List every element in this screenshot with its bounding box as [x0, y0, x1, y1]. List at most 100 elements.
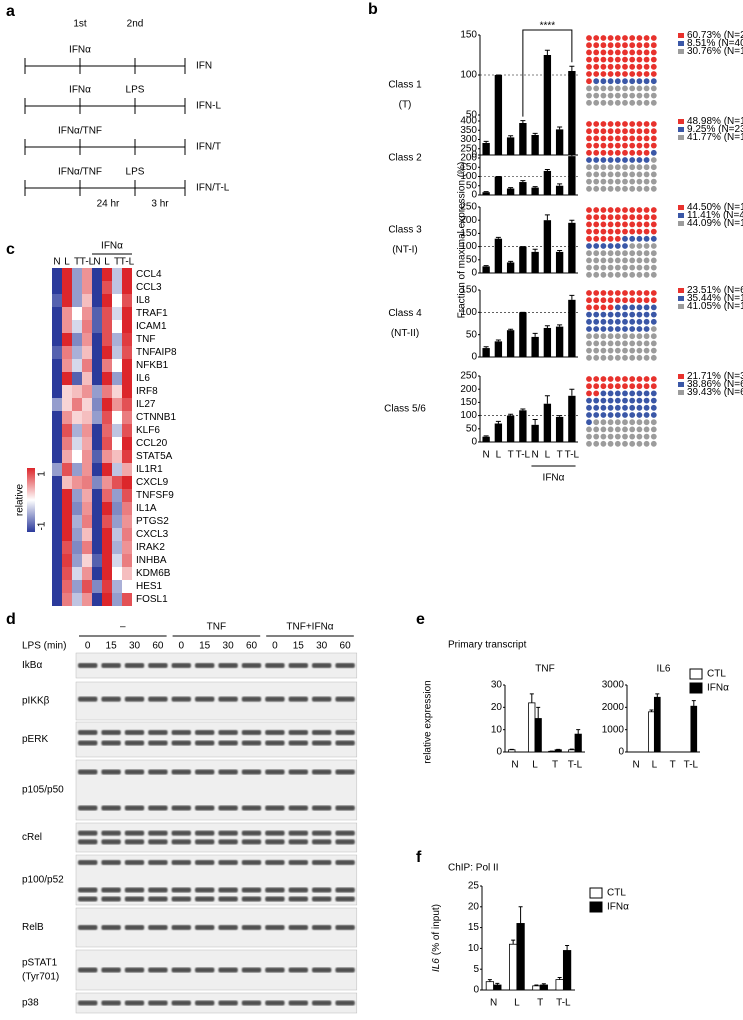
- waffle-dot: [586, 426, 592, 433]
- waffle-dot: [586, 121, 592, 127]
- waffle-dot: [586, 383, 592, 390]
- heatmap-cell: [72, 541, 82, 554]
- waffle-dot: [650, 99, 657, 106]
- waffle-dot: [586, 157, 592, 163]
- waffle-dot: [614, 49, 621, 56]
- blot-band: [195, 696, 215, 702]
- heatmap-cell: [112, 593, 122, 606]
- waffle-dot: [622, 397, 628, 404]
- blot-band: [78, 967, 98, 973]
- waffle-dot: [593, 157, 600, 163]
- waffle-dot: [636, 99, 643, 106]
- legend-swatch: [678, 49, 684, 54]
- heatmap-cell: [122, 450, 132, 463]
- heatmap-cell: [82, 398, 92, 411]
- gene-label: CCL4: [136, 269, 162, 280]
- y-tick-label: 15: [468, 922, 480, 933]
- condition-name: IFN: [196, 61, 212, 72]
- error-bar: [495, 982, 500, 986]
- waffle-dot: [586, 78, 592, 85]
- heatmap-cell: [52, 268, 62, 281]
- colorbar-title: relative: [15, 483, 26, 516]
- heatmap-cell: [62, 476, 72, 489]
- duration: 24 hr: [97, 199, 120, 210]
- heatmap-cell: [92, 502, 102, 515]
- waffle-dot: [629, 271, 636, 278]
- heatmap-cell: [92, 476, 102, 489]
- waffle-dot: [643, 149, 650, 156]
- waffle-dot: [643, 228, 650, 235]
- bar: [539, 984, 548, 991]
- heatmap-cell: [92, 320, 102, 333]
- condition-name: IFN/T: [196, 142, 221, 153]
- error-bar: [532, 186, 538, 188]
- waffle-dot: [607, 221, 614, 228]
- heatmap-cell: [122, 424, 132, 437]
- waffle-dot: [650, 318, 657, 325]
- waffle-dot: [636, 185, 643, 192]
- gene-label: STAT5A: [136, 451, 173, 462]
- waffle-dot: [622, 419, 628, 426]
- waffle-dot: [629, 235, 636, 242]
- waffle-dot: [593, 92, 600, 99]
- waffle-dot: [593, 390, 600, 397]
- waffle-dot: [650, 354, 657, 361]
- legend-label: 8.51% (N=40): [687, 38, 743, 49]
- legend-swatch: [678, 205, 684, 210]
- waffle-dot: [586, 376, 592, 382]
- heatmap-cell: [82, 450, 92, 463]
- waffle-dot: [600, 326, 607, 332]
- waffle-dot: [600, 185, 607, 192]
- blot-band: [312, 1000, 332, 1006]
- blot: [75, 822, 358, 853]
- heatmap-cell: [102, 372, 112, 385]
- waffle-dot: [600, 228, 607, 235]
- y-tick-label: 150: [460, 397, 477, 408]
- waffle-dot: [600, 250, 607, 257]
- waffle-dot: [643, 164, 650, 171]
- waffle-dot: [622, 92, 628, 99]
- y-tick-label: 50: [466, 329, 478, 340]
- heatmap-cell: [122, 346, 132, 359]
- waffle-dot: [650, 271, 657, 278]
- waffle-dot: [650, 185, 657, 192]
- error-bar: [536, 706, 541, 719]
- bar: [519, 182, 527, 195]
- waffle-dot: [600, 333, 607, 340]
- blot-band: [241, 663, 262, 668]
- legend-swatch: [678, 213, 684, 218]
- waffle-dot: [586, 178, 592, 185]
- stimulus: LPS: [126, 167, 145, 178]
- blot-band: [288, 967, 308, 973]
- chart-title: IL6: [657, 664, 671, 675]
- error-bar: [569, 748, 574, 750]
- heatmap-cell: [112, 411, 122, 424]
- waffle-dot: [607, 207, 614, 213]
- waffle-dot: [614, 433, 621, 440]
- gene-label: TRAF1: [136, 308, 168, 319]
- waffle-dot: [636, 178, 643, 185]
- waffle-dot: [650, 92, 657, 99]
- error-bar: [483, 265, 489, 267]
- heatmap-cell: [112, 385, 122, 398]
- waffle-dot: [629, 326, 636, 332]
- blot-band: [335, 896, 355, 902]
- waffle-dot: [643, 383, 650, 390]
- blot-band: [124, 730, 145, 735]
- blot-band: [288, 925, 308, 930]
- blot-band: [265, 830, 285, 836]
- heatmap-cell: [62, 580, 72, 593]
- waffle-dot: [614, 257, 621, 264]
- waffle-dot: [629, 207, 636, 213]
- blot-band: [218, 860, 238, 865]
- heatmap-cell: [62, 424, 72, 437]
- blot-band: [78, 730, 98, 735]
- waffle-dot: [636, 383, 643, 390]
- heatmap-cell: [52, 281, 62, 294]
- blot: [75, 652, 358, 679]
- waffle-dot: [607, 257, 614, 264]
- error-bar: [557, 977, 562, 980]
- y-label-text: (% of input): [431, 904, 442, 955]
- waffle-dot: [607, 271, 614, 278]
- heatmap-cell: [102, 268, 112, 281]
